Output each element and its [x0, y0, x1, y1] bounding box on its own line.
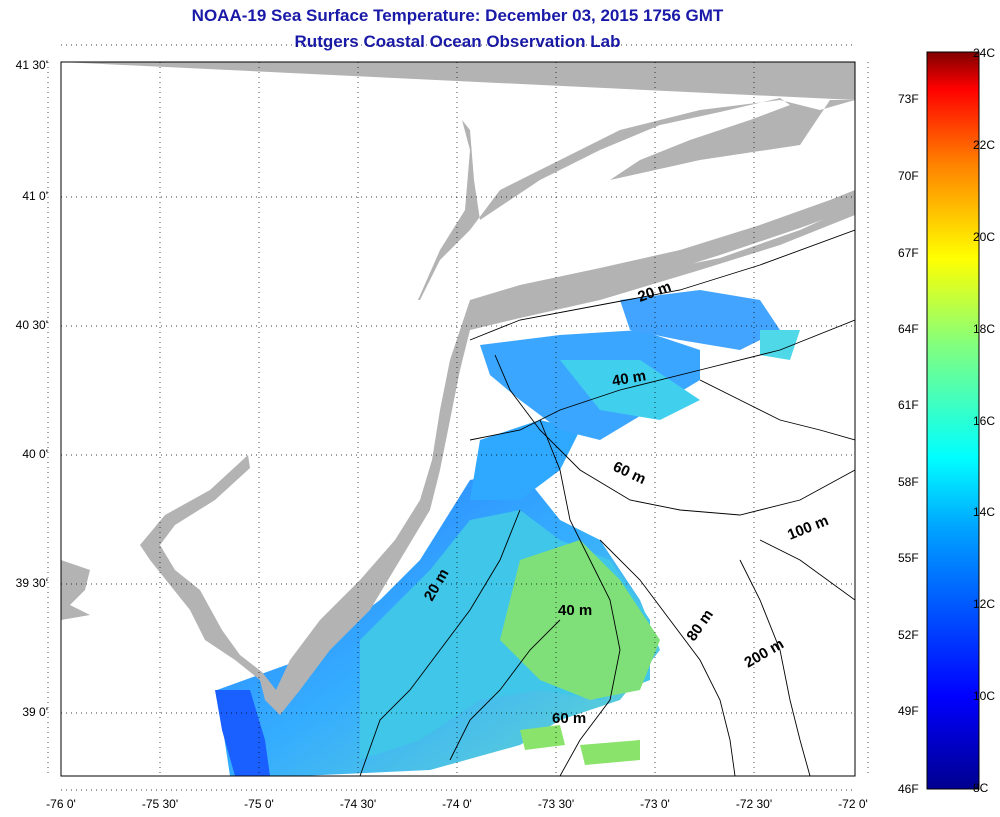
colorbar-c-label: 12C	[973, 597, 996, 611]
colorbar-c-label: 8C	[973, 781, 989, 795]
colorbar-c-label: 10C	[973, 689, 996, 703]
colorbar-f-label: 49F	[898, 704, 919, 718]
map-subtitle: Rutgers Coastal Ocean Observation Lab	[294, 32, 621, 51]
sst-field	[215, 290, 800, 776]
lat-label: 39 30'	[15, 576, 48, 590]
depth-label: 40 m	[558, 602, 592, 619]
colorbar-f-label: 67F	[898, 246, 919, 260]
lon-label: -72 0'	[838, 797, 868, 811]
lon-label: -73 30'	[537, 797, 575, 811]
colorbar-f-label: 70F	[898, 169, 919, 183]
colorbar-c-label: 16C	[973, 414, 996, 428]
lat-label: 40 0'	[22, 447, 48, 461]
colorbar-f-label: 64F	[898, 322, 919, 336]
lat-label: 41 0'	[22, 189, 48, 203]
colorbar-f-label: 73F	[898, 92, 919, 106]
colorbar-c-label: 20C	[973, 230, 996, 244]
land-mass	[61, 62, 855, 776]
colorbar-c-label: 14C	[973, 505, 996, 519]
map-title: NOAA-19 Sea Surface Temperature: Decembe…	[191, 6, 724, 25]
lon-label: -76 0'	[46, 797, 76, 811]
colorbar-f-label: 52F	[898, 628, 919, 642]
graticule	[61, 62, 855, 776]
map-border	[60, 61, 856, 777]
long-island	[470, 190, 855, 315]
colorbar-c-label: 22C	[973, 138, 996, 152]
lon-label: -74 0'	[442, 797, 472, 811]
lon-label: -75 0'	[244, 797, 274, 811]
lon-label: -72 30'	[735, 797, 773, 811]
colorbar	[926, 51, 980, 790]
colorbar-c-label: 24C	[973, 46, 996, 60]
lon-label: -73 0'	[640, 797, 670, 811]
colorbar-f-label: 55F	[898, 551, 919, 565]
lat-label: 39 0'	[22, 705, 48, 719]
depth-label: 40 m	[611, 367, 648, 390]
colorbar-f-label: 58F	[898, 475, 919, 489]
lon-label: -75 30'	[141, 797, 179, 811]
colorbar-f-label: 61F	[898, 398, 919, 412]
lat-label: 41 30'	[15, 58, 48, 72]
colorbar-c-label: 18C	[973, 322, 996, 336]
lon-label: -74 30'	[339, 797, 377, 811]
outer-frame	[47, 44, 869, 791]
lat-label: 40 30'	[15, 318, 48, 332]
depth-label: 60 m	[552, 710, 586, 727]
colorbar-f-label: 46F	[898, 782, 919, 796]
depth-contours	[359, 229, 855, 776]
